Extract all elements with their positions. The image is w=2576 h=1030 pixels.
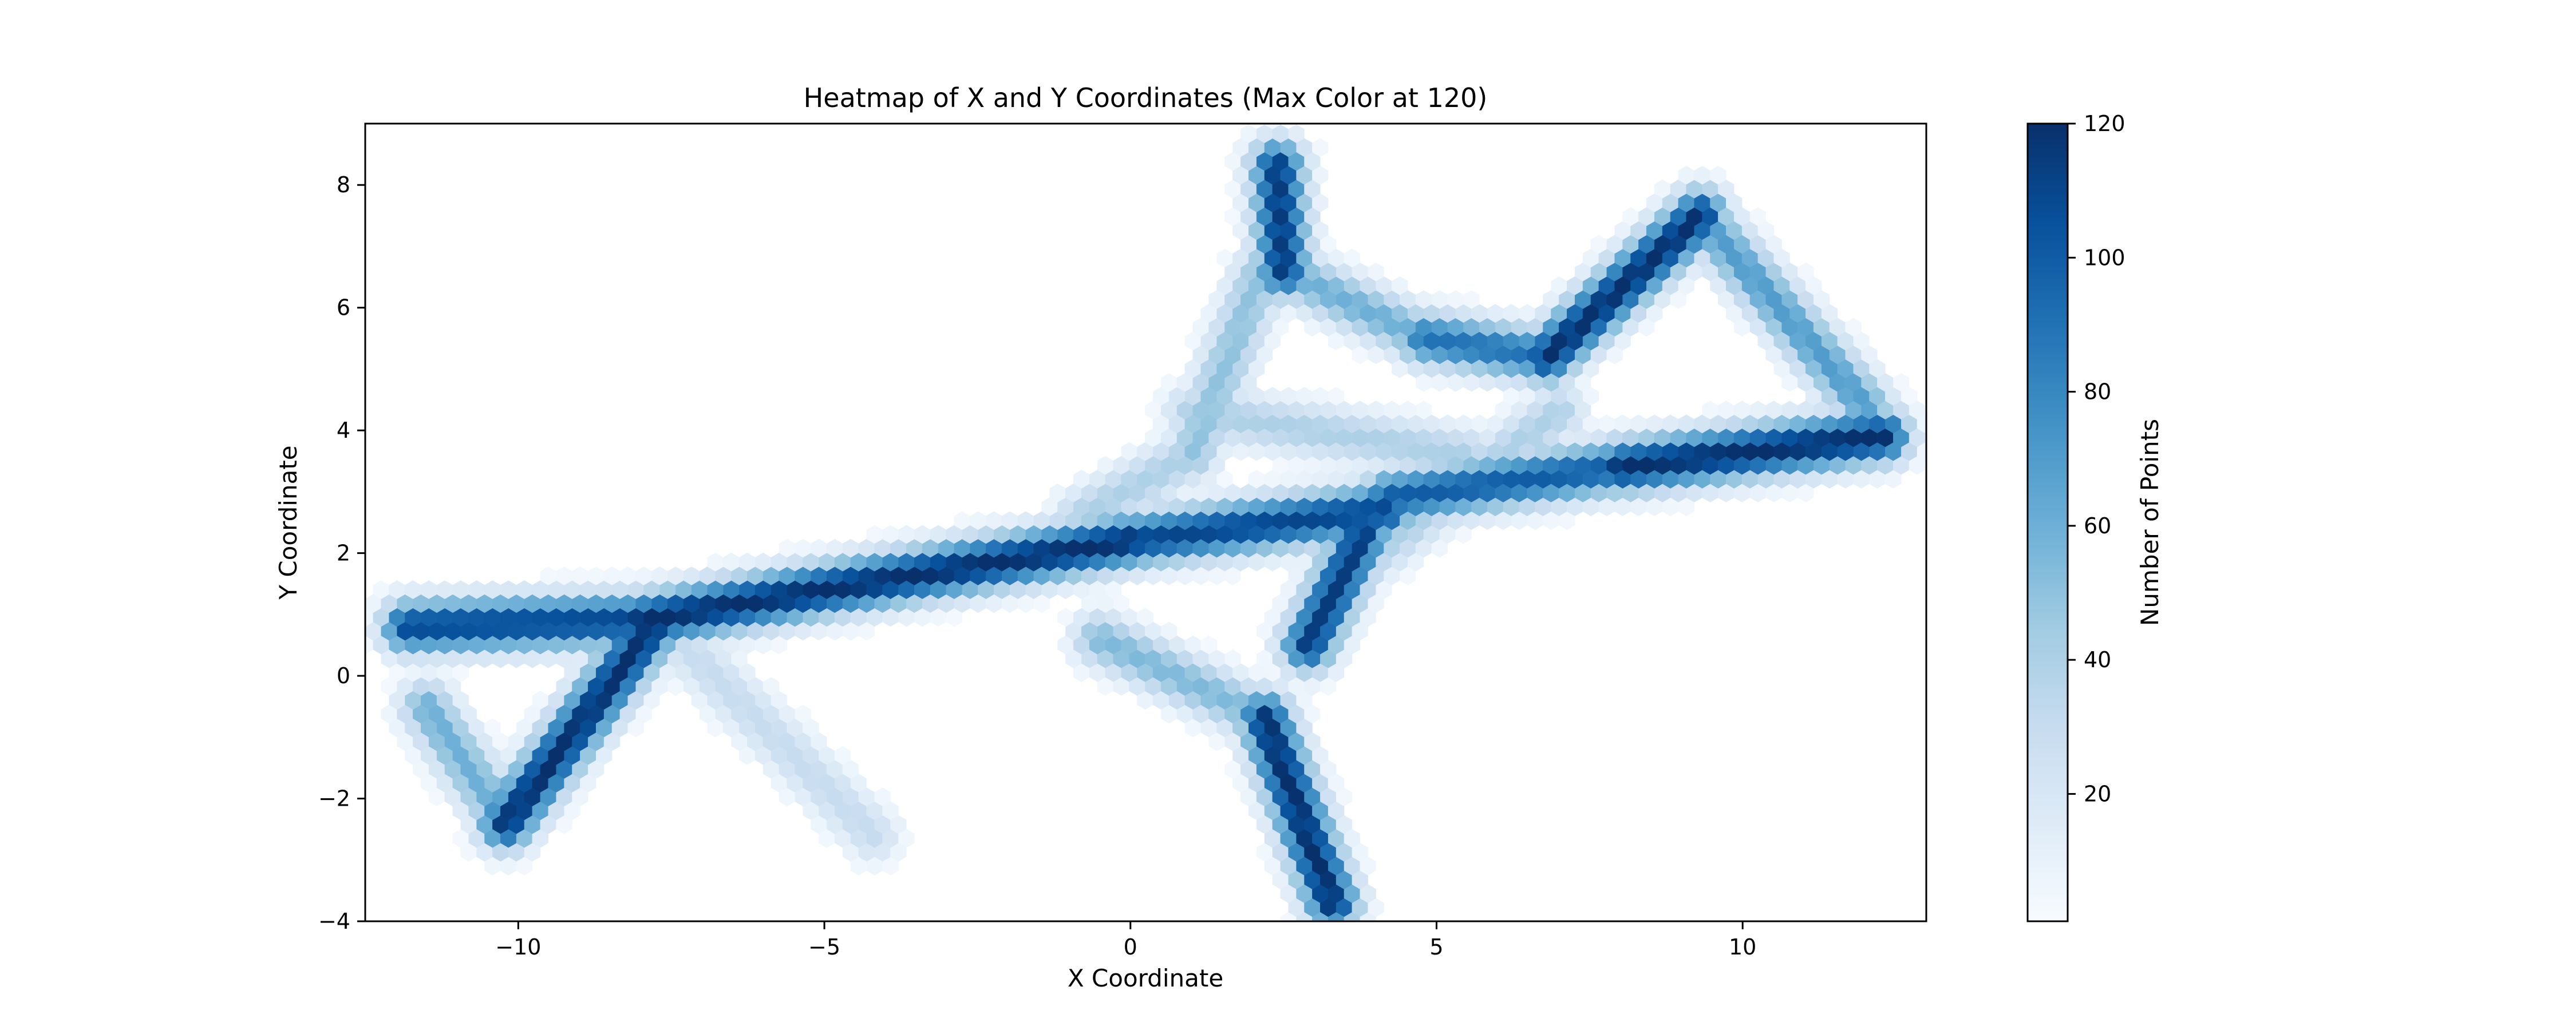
hex-cell [1797, 262, 1814, 282]
hex-cell [1415, 401, 1432, 419]
hex-cell [1264, 124, 1281, 129]
y-axis-label: Y Coordinate [274, 445, 302, 600]
hex-cell [1749, 207, 1767, 226]
x-tick-label: −5 [808, 934, 840, 960]
hex-cell [1160, 621, 1178, 641]
colorbar [2026, 122, 2069, 922]
x-tick-label: 10 [1729, 934, 1756, 960]
hex-cell [1224, 649, 1241, 668]
hex-cell [1845, 318, 1862, 337]
hex-cell [1327, 387, 1345, 406]
x-tick-label: 0 [1124, 934, 1137, 960]
y-tick-label: 4 [337, 418, 350, 443]
colorbar-tick-label: 80 [2084, 379, 2111, 405]
hex-cell [1137, 608, 1153, 627]
hex-cell [1368, 262, 1384, 282]
colorbar-tick-label: 20 [2084, 781, 2111, 806]
plot-frame [364, 122, 1927, 922]
x-tick-label: −10 [495, 934, 541, 960]
hex-cell [1710, 165, 1726, 185]
hex-cell [762, 677, 780, 696]
hex-cell [1288, 124, 1305, 144]
x-tick-label: 5 [1429, 934, 1443, 960]
x-axis-label: X Coordinate [1068, 964, 1223, 992]
y-tick-label: 6 [337, 295, 350, 320]
y-tick-label: 0 [337, 663, 350, 688]
y-tick-label: −4 [318, 909, 350, 934]
y-tick-label: 8 [337, 172, 350, 197]
hex-cell [1344, 248, 1361, 268]
y-tick-label: −2 [318, 786, 350, 811]
hex-cell [484, 718, 501, 738]
colorbar-tick-label: 100 [2084, 245, 2125, 270]
hex-cell [874, 787, 891, 807]
hexbin-layer [365, 124, 1926, 921]
chart-title: Heatmap of X and Y Coordinates (Max Colo… [804, 82, 1488, 113]
hex-cell [1312, 138, 1329, 157]
hex-cell [1893, 373, 1910, 392]
colorbar-ticks: 20 40 60 80 100 120 [2068, 111, 2125, 806]
colorbar-tick-label: 40 [2084, 647, 2111, 672]
x-axis: −10 −5 0 5 10 [495, 921, 1756, 960]
hex-cell [795, 704, 811, 724]
hex-cell [1200, 635, 1217, 655]
colorbar-label: Number of Points [2136, 419, 2164, 626]
hex-cell [834, 746, 851, 765]
colorbar-tick-label: 120 [2084, 111, 2125, 136]
hex-cell [1392, 276, 1408, 295]
colorbar-tick-label: 60 [2084, 513, 2111, 538]
y-tick-label: 2 [337, 541, 350, 566]
hex-cell [1463, 290, 1480, 309]
y-axis: −4 −2 0 2 4 6 8 [318, 172, 365, 934]
